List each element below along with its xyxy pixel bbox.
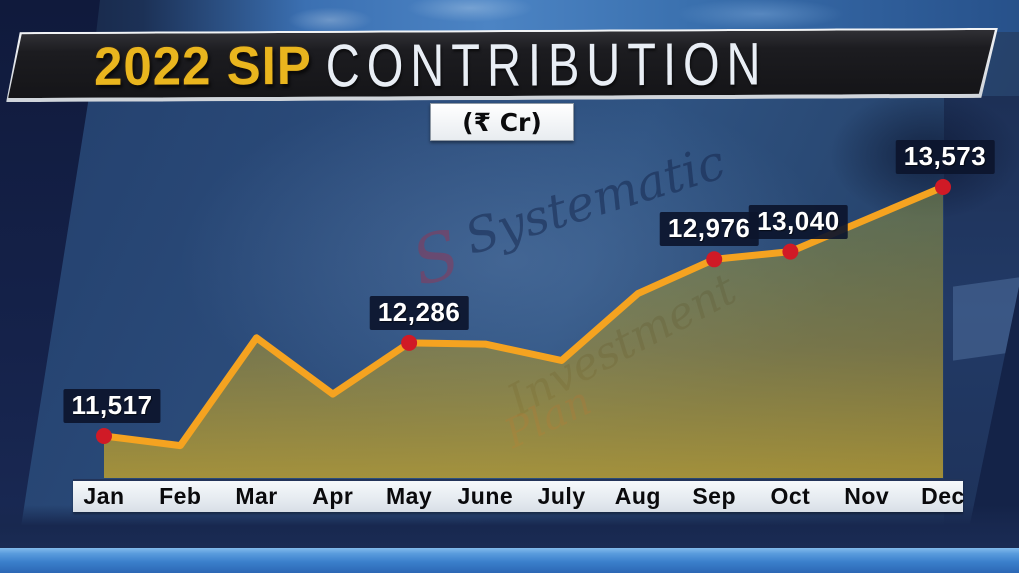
- chart-line: [100, 183, 947, 450]
- x-axis-label-mar: Mar: [235, 483, 278, 509]
- x-axis-label-may: May: [385, 483, 433, 509]
- unit-label: (₹ Cr): [462, 107, 542, 137]
- data-point-may: [401, 334, 418, 351]
- value-label-dec: 13,573: [895, 140, 995, 174]
- background-bottom-dark: [0, 505, 1019, 551]
- x-axis-label-feb: Feb: [159, 483, 202, 509]
- value-label-may: 12,286: [369, 295, 469, 330]
- x-axis-label-june: June: [457, 483, 514, 509]
- chart-markers: [96, 179, 951, 444]
- x-axis-label-aug: Aug: [614, 483, 661, 509]
- x-axis-label-sep: Sep: [692, 483, 736, 509]
- value-label-sep: 12,976: [659, 212, 759, 247]
- unit-box: (₹ Cr): [430, 103, 574, 141]
- lower-third-blue-band: [0, 548, 1019, 573]
- data-point-oct: [782, 243, 799, 260]
- value-label-oct: 13,040: [749, 204, 848, 239]
- data-point-sep: [706, 251, 723, 268]
- data-point-jan: [96, 428, 112, 444]
- x-axis-label-apr: Apr: [312, 483, 354, 509]
- x-axis-label-oct: Oct: [770, 483, 811, 509]
- x-axis-label-jan: Jan: [83, 483, 125, 509]
- x-axis-label-dec: Dec: [921, 483, 965, 509]
- x-axis: Jan Feb Mar Apr May June July Aug Sep Oct Nov Dec: [73, 479, 965, 512]
- data-point-dec: [935, 179, 951, 195]
- background-photo-strip: [0, 0, 1019, 32]
- x-axis-label-nov: Nov: [844, 483, 890, 509]
- x-axis-label-july: July: [537, 483, 586, 509]
- value-label-jan: 11,517: [63, 389, 161, 423]
